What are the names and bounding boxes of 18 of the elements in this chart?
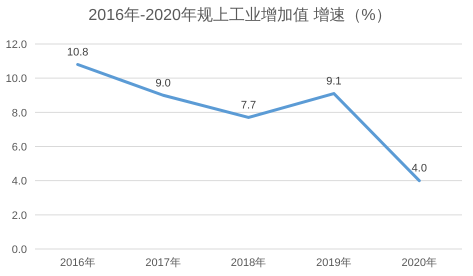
x-tick-label: 2019年: [316, 257, 352, 269]
x-tick-label: 2016年: [60, 257, 96, 269]
data-label: 9.0: [155, 77, 171, 90]
chart-title: 2016年-2020年规上工业增加值 增速（%）: [88, 6, 392, 24]
y-tick-label: 0.0: [12, 244, 27, 256]
data-label: 10.8: [66, 46, 88, 58]
data-label: 7.7: [240, 99, 256, 112]
y-tick-label: 6.0: [12, 142, 27, 154]
y-tick-label: 4.0: [12, 176, 27, 188]
x-tick-label: 2017年: [145, 257, 181, 269]
y-tick-label: 8.0: [12, 107, 27, 120]
y-tick-label: 2.0: [12, 210, 27, 222]
x-tick-label: 2018年: [230, 257, 266, 269]
data-label: 4.0: [412, 162, 427, 175]
y-tick-label: 10.0: [6, 73, 27, 86]
x-tick-label: 2020年: [402, 257, 438, 269]
y-tick-label: 12.0: [6, 39, 27, 51]
data-label: 9.1: [326, 76, 342, 88]
